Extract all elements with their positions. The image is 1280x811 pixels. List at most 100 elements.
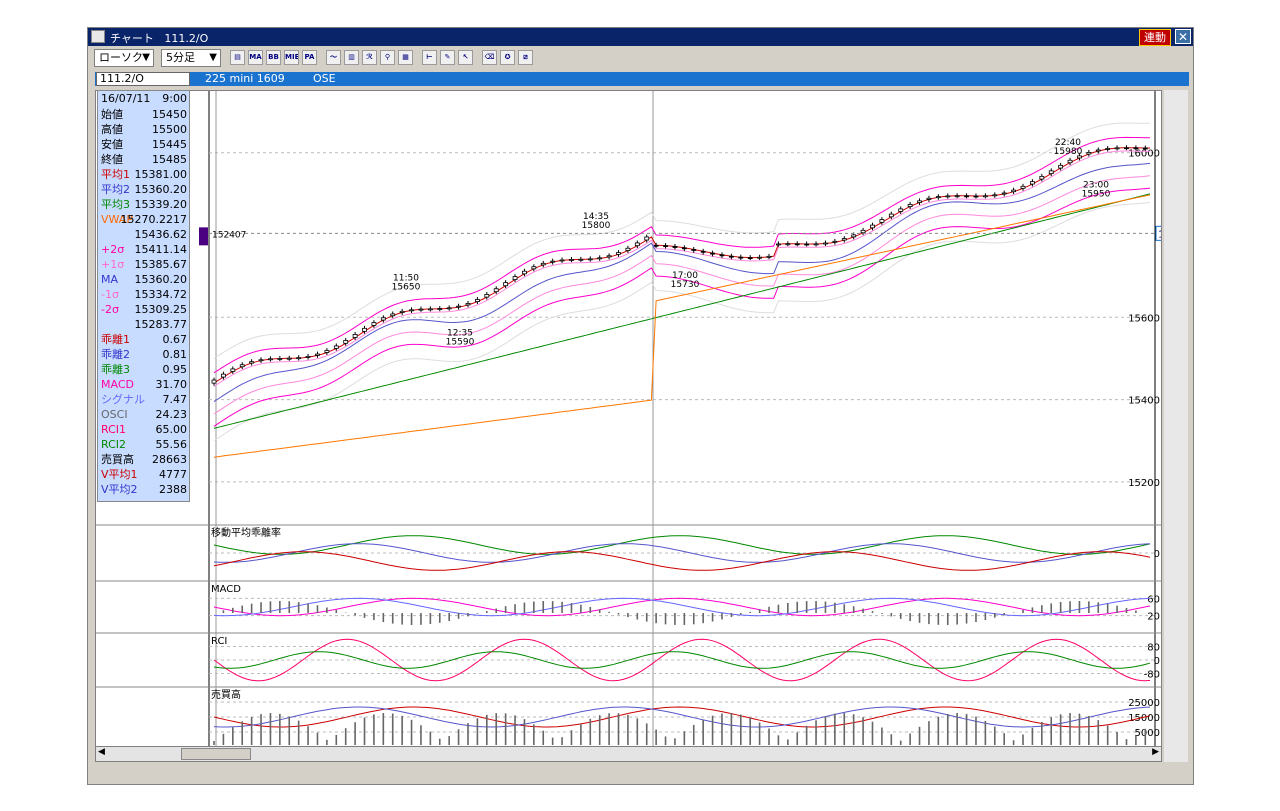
chart-area[interactable]: 152001540015600160009:0010:0011:0012:001… [95,90,1193,784]
subpanel-tick-label: 0 [1154,549,1160,560]
panel-row-value: 0.95 [162,363,188,376]
subpanel-bar [627,714,629,745]
subpanel-bar [1088,716,1090,745]
chart-type-dropdown[interactable]: ローソク ▼ [94,49,154,67]
annotation-time: 12:35 [447,328,473,338]
subpanel-bar [222,733,225,745]
ma-icon[interactable]: MA [248,50,263,65]
marker-block [199,227,208,246]
candle-body [456,305,461,308]
close-button[interactable]: ✕ [1175,29,1191,44]
eraser-icon[interactable]: ⌫ [482,50,497,65]
candle-body [418,308,424,311]
candle-body [992,194,998,197]
subpanel-bar [711,715,714,745]
subpanel-bar [1069,601,1071,613]
candle-body [277,358,283,360]
candle-body [503,282,509,287]
candle-body [371,322,377,326]
candle-body [813,243,819,246]
candle-body [954,195,960,198]
subpanel-bar [307,603,309,613]
panel-row-label: 平均1 [101,168,130,181]
candle-body [587,258,593,261]
subpanel-bar [796,601,799,613]
subpanel-bar [909,733,911,745]
candle-body [1001,192,1007,195]
panel-row-label: RCI1 [101,423,127,436]
subpanel-bar [269,713,272,745]
scroll-right-icon[interactable]: ▶ [1152,747,1159,757]
candle-body [823,242,828,245]
subpanel-bar [946,713,949,745]
subpanel-bar [410,719,413,745]
zoom-icon[interactable]: ⚲ [380,50,395,65]
subpanel-bar [297,602,300,613]
subpanel-bar [476,613,479,614]
panel-row-label: OSCI [101,408,128,421]
candle-body [757,256,763,259]
subpanel-bar [730,613,733,618]
subpanel-bar [391,713,394,745]
candle-body [531,266,537,270]
pencil-icon[interactable]: ✎ [440,50,455,65]
subpanel-bar [636,613,639,620]
subpanel-bar [382,713,385,745]
subpanel-title: RCI [211,636,227,647]
line-chart-icon[interactable]: 〜 [326,50,341,65]
candle-body [681,247,687,250]
subpanel-bar [307,726,309,745]
panel-row-label: RCI2 [101,438,127,451]
interval-dropdown[interactable]: 5分足 ▼ [161,49,221,67]
scroll-thumb[interactable] [181,748,251,760]
bb-icon[interactable]: BB [266,50,281,65]
settings-icon[interactable]: ⧄ [518,50,533,65]
pa-icon[interactable]: PA [302,50,317,65]
bars-icon[interactable]: ▤ [230,50,245,65]
candle-body [446,307,452,310]
candle-body [362,327,367,332]
horizontal-scrollbar[interactable]: ◀ ▶ [95,746,1162,762]
subpanel-bar [617,613,620,615]
chart-app-icon [91,30,105,43]
subpanel-bar [561,601,563,613]
rsi-icon[interactable]: ℛ [362,50,377,65]
subpanel-bar [655,729,657,745]
cursor-icon[interactable]: ↖ [458,50,473,65]
panel-row-value: 15436.62 [134,228,188,241]
candle-body [785,243,791,246]
link-button[interactable]: 連動 [1139,29,1171,46]
subpanel-bar [1078,713,1081,745]
subpanel-bar [250,716,253,745]
panel-row-label: シグナル [101,393,145,406]
subpanel-bar [335,734,338,745]
annotation-price: 15980 [1054,147,1083,157]
subpanel-bar [862,717,864,745]
bb-outer-upper-line [213,122,1150,359]
subpanel-bar [467,723,469,745]
panel-row: RCI1 65.00 [98,422,189,437]
price-tick-label: 16000 [1128,149,1160,160]
table-icon[interactable]: ▦ [398,50,413,65]
find-icon[interactable]: ✪ [500,50,515,65]
subpanel-bar [702,613,704,624]
scroll-left-icon[interactable]: ◀ [98,747,105,757]
candle-body [879,219,885,223]
subpanel-bar [420,725,422,745]
annotation-price: 15800 [582,221,611,231]
subpanel-bar [824,716,827,745]
candle-body [380,317,386,321]
subpanel-bar [551,601,554,613]
panel-time: 9:00 [162,92,187,105]
panel-row-value: 15339.20 [134,198,188,211]
subpanel-tick-label: -80 [1144,670,1160,681]
trend-icon[interactable]: ⊢ [422,50,437,65]
subpanel-bar [834,713,836,745]
symbol-input[interactable]: 111.2/O [96,72,190,86]
candle-icon[interactable]: ▥ [344,50,359,65]
panel-row-value: 15411.14 [134,243,188,256]
subpanel-bar [551,737,554,745]
panel-row-value: 2388 [159,483,187,496]
panel-row-label: 安値 [101,138,123,151]
mie-icon[interactable]: MIE [284,50,299,65]
